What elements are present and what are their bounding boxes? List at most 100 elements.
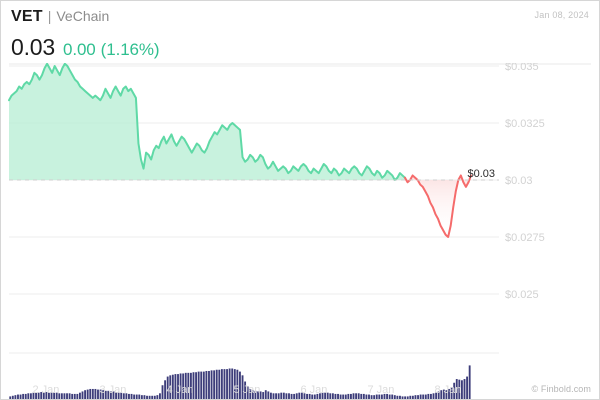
volume-bar: [251, 390, 254, 399]
volume-bar: [435, 392, 438, 399]
volume-bar: [370, 395, 373, 399]
volume-bar: [344, 394, 347, 399]
volume-bar: [311, 394, 314, 399]
volume-bar: [419, 394, 422, 399]
volume-bar: [326, 392, 329, 399]
volume-bar: [324, 392, 327, 399]
volume-bar: [295, 393, 298, 399]
volume-bar: [357, 393, 360, 399]
price-line-down: [404, 174, 472, 238]
volume-bar: [148, 395, 151, 399]
volume-bar: [208, 370, 210, 399]
volume-bar: [213, 370, 216, 399]
volume-bar: [195, 372, 197, 399]
volume-bar: [151, 395, 154, 399]
volume-bar: [184, 372, 187, 399]
volume-bar: [9, 396, 12, 399]
y-axis-label: $0.0275: [505, 232, 545, 244]
volume-bar: [368, 394, 370, 399]
volume-bar: [316, 393, 319, 399]
volume-bar: [143, 395, 146, 399]
volume-bar: [187, 372, 190, 399]
volume-bar: [182, 373, 185, 399]
volume-bar: [73, 393, 76, 399]
volume-bar: [466, 376, 469, 399]
volume-bar: [161, 385, 164, 399]
volume-bar: [35, 392, 37, 399]
volume-bar: [138, 394, 141, 399]
volume-bar: [282, 392, 285, 399]
volume-bar: [329, 393, 332, 399]
current-price: 0.03: [11, 34, 55, 60]
volume-bar: [153, 395, 156, 399]
volume-bar: [277, 393, 280, 399]
volume-bar: [117, 392, 120, 399]
volume-bar: [350, 393, 352, 399]
volume-bar: [249, 388, 252, 399]
volume-bar: [32, 392, 35, 399]
x-axis-label: 8 Jan: [434, 384, 461, 396]
price-area-up: [9, 63, 405, 180]
volume-bar: [125, 393, 128, 399]
symbol-row: VET | VeChain: [11, 9, 589, 29]
volume-bar: [399, 395, 401, 399]
volume-bar: [455, 379, 458, 399]
volume-bar: [288, 393, 290, 399]
volume-bar: [388, 394, 391, 399]
volume-bar: [99, 389, 102, 399]
volume-bar: [391, 394, 394, 399]
volume-bar: [156, 395, 159, 399]
volume-bar: [37, 392, 40, 399]
volume-bar: [401, 396, 404, 399]
volume-bar: [220, 369, 223, 399]
ticker-symbol: VET: [11, 8, 43, 25]
volume-bar: [432, 393, 435, 399]
volume-bar: [63, 393, 66, 399]
volume-bar: [375, 394, 378, 399]
volume-bar: [362, 393, 365, 399]
volume-bar: [81, 391, 84, 399]
ticker-separator: |: [47, 8, 52, 24]
volume-bar: [174, 374, 177, 399]
volume-bar: [239, 371, 241, 399]
volume-bar: [11, 395, 14, 399]
volume-bar: [259, 391, 262, 399]
x-axis-label: 5 Jan: [233, 384, 260, 396]
volume-bar: [159, 393, 161, 399]
volume-bar: [42, 392, 45, 399]
volume-bar: [334, 393, 337, 399]
price-line-up: [8, 63, 406, 181]
volume-bar: [140, 395, 143, 399]
volume-bar: [68, 393, 71, 399]
volume-bar: [55, 392, 58, 399]
volume-bar: [17, 394, 19, 399]
volume-bar: [352, 393, 355, 399]
asset-full-name: VeChain: [56, 8, 110, 24]
volume-bar: [166, 376, 169, 399]
volume-bar: [298, 392, 301, 399]
volume-bar: [409, 395, 412, 399]
volume-bar: [104, 390, 107, 399]
x-axis-label: 4 Jan: [166, 384, 193, 396]
volume-bar: [102, 390, 105, 399]
current-price-marker-label: $0.03: [467, 168, 495, 180]
volume-bar: [94, 388, 97, 399]
volume-bar: [27, 393, 30, 399]
volume-bar: [197, 371, 200, 399]
volume-bar: [48, 392, 50, 399]
volume-bar: [115, 392, 117, 399]
volume-bar: [365, 394, 368, 399]
chart-header: VET | VeChain 0.03 0.00 (1.16%): [1, 1, 599, 63]
volume-bar: [228, 368, 231, 399]
volume-bar: [347, 393, 350, 399]
volume-bar: [164, 380, 167, 399]
volume-bar: [321, 392, 324, 399]
volume-bar: [40, 392, 43, 399]
volume-bar: [231, 368, 234, 399]
volume-bar: [280, 392, 283, 399]
price-change-percent: (1.16%): [100, 40, 160, 59]
volume-bar: [463, 379, 466, 399]
y-axis-label: $0.0325: [505, 118, 545, 130]
volume-bar: [396, 395, 399, 399]
volume-bar: [22, 393, 25, 399]
